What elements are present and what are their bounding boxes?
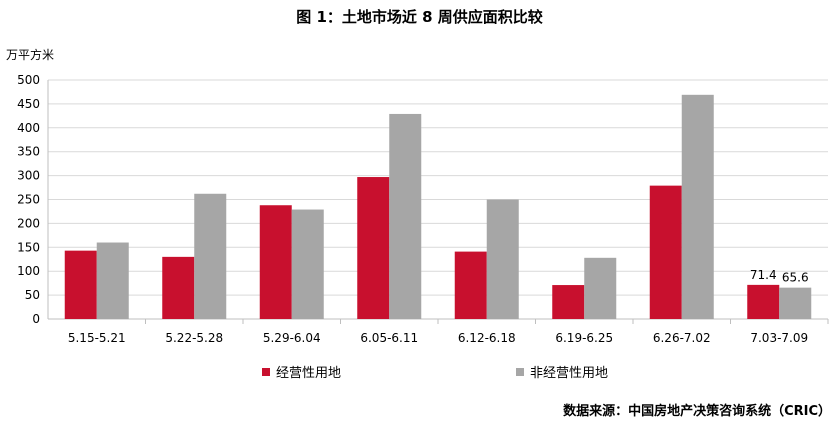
legend-label: 非经营性用地 — [530, 366, 608, 381]
y-tick-label: 0 — [32, 312, 40, 326]
x-tick-label: 7.03-7.09 — [750, 331, 808, 345]
x-tick-label: 6.19-6.25 — [555, 331, 613, 345]
bar-non-commercial — [779, 287, 812, 319]
data-label: 71.4 — [750, 268, 777, 282]
y-axis-ticks: 0 50 100 150 200 250 300 350 400 450 500 — [17, 73, 40, 326]
legend-label: 经营性用地 — [276, 366, 341, 381]
chart-title: 图 1：土地市场近 8 周供应面积比较 — [296, 8, 543, 26]
bar-commercial — [259, 205, 292, 319]
y-tick-label: 400 — [17, 121, 40, 135]
y-tick-label: 200 — [17, 216, 40, 230]
y-tick-label: 100 — [17, 264, 40, 278]
x-tick-label: 6.26-7.02 — [653, 331, 711, 345]
x-axis-ticks: 5.15-5.21 5.22-5.28 5.29-6.04 6.05-6.11 6.12… — [68, 319, 829, 345]
x-tick-label: 6.12-6.18 — [458, 331, 516, 345]
bar-non-commercial — [584, 257, 617, 319]
y-tick-label: 300 — [17, 169, 40, 183]
bar-non-commercial — [194, 193, 227, 319]
bar-non-commercial — [389, 113, 422, 319]
bar-non-commercial — [486, 199, 519, 319]
bar-non-commercial — [96, 242, 129, 319]
y-axis-unit: 万平方米 — [6, 48, 55, 62]
y-tick-label: 450 — [17, 97, 40, 111]
data-labels: 71.4 65.6 — [750, 268, 809, 285]
y-tick-label: 500 — [17, 73, 40, 87]
y-tick-label: 50 — [25, 288, 40, 302]
legend: 经营性用地 非经营性用地 — [262, 366, 608, 381]
x-tick-label: 5.29-6.04 — [263, 331, 321, 345]
bar-commercial — [357, 177, 390, 319]
bar-commercial — [649, 185, 682, 319]
source-note: 数据来源：中国房地产决策咨询系统（CRIC） — [563, 404, 831, 419]
x-tick-label: 5.15-5.21 — [68, 331, 126, 345]
y-tick-label: 350 — [17, 145, 40, 159]
bar-commercial — [454, 251, 487, 319]
bar-commercial — [162, 256, 195, 319]
bar-commercial — [64, 250, 97, 319]
y-tick-label: 250 — [17, 193, 40, 207]
bar-commercial — [552, 285, 585, 319]
y-tick-label: 150 — [17, 240, 40, 254]
x-tick-label: 6.05-6.11 — [360, 331, 418, 345]
bar-commercial — [747, 284, 780, 319]
data-label: 65.6 — [782, 271, 809, 285]
legend-swatch — [262, 368, 270, 376]
x-tick-label: 5.22-5.28 — [165, 331, 223, 345]
bars — [64, 94, 812, 320]
legend-swatch — [516, 368, 524, 376]
bar-non-commercial — [291, 209, 324, 319]
bar-non-commercial — [681, 94, 714, 320]
